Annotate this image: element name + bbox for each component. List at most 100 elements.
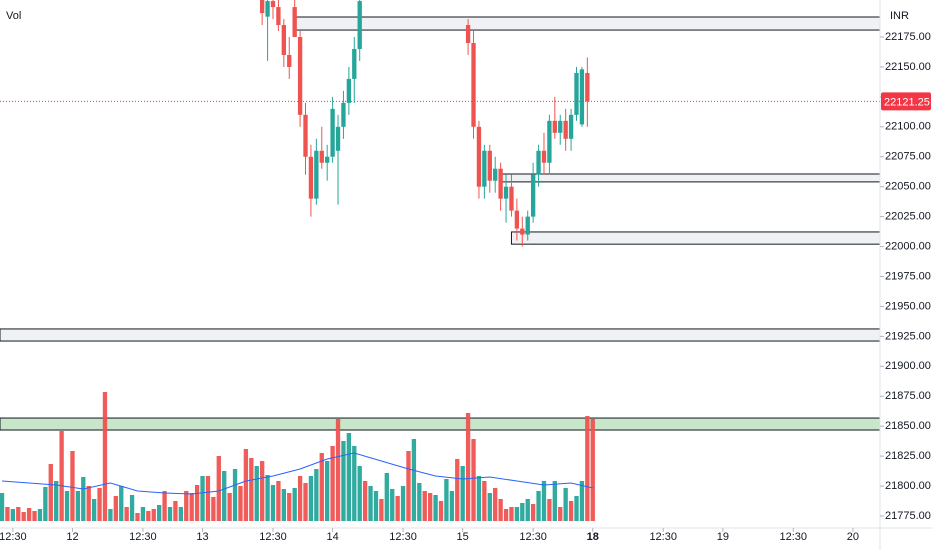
volume-bar [243,449,249,521]
candle-body [465,25,471,43]
volume-bar [390,489,395,521]
zone [0,417,880,431]
y-tick-label: 21800.00 [885,480,931,492]
y-tick-label: 22025.00 [885,211,931,223]
candle-body [308,156,314,199]
volume-bar [335,419,341,521]
candle-body [303,114,308,157]
volume-title: Vol [6,10,21,22]
y-tick-label: 21775.00 [885,510,931,522]
candle-body [352,48,357,79]
volume-bar [124,507,129,521]
volume-bar [86,486,91,521]
volume-bar [135,513,140,521]
volume-bar [59,431,64,521]
volume-bar [547,499,552,521]
plot-area [0,0,880,521]
candle-body [520,228,525,235]
x-tick-label: 12:30 [259,531,287,543]
candle-body [341,102,346,127]
x-tick-label: 12:30 [519,531,547,543]
volume-bar [590,419,595,521]
volume-bar [249,458,254,521]
volume-bar [97,488,102,521]
volume-bar [91,499,97,521]
y-tick-label: 22050.00 [885,181,931,193]
volume-bar [493,488,498,521]
volume-bar [465,413,471,521]
candle-body [514,210,520,229]
volume-bar [330,446,335,521]
y-tick-label: 21850.00 [885,420,931,432]
candle-body [568,114,574,139]
x-tick-label: 13 [196,531,208,543]
candle-body [281,25,286,55]
volume-bar [509,507,514,521]
candle-body [287,54,292,67]
volume-bar [411,439,417,521]
volume-bar [254,466,259,521]
candle-body [297,37,303,115]
x-tick-label: 12:30 [780,531,808,543]
volume-bar [157,505,162,521]
y-tick-label: 21825.00 [885,450,931,462]
volume-bar [16,507,21,521]
volume-bar [167,507,173,521]
y-tick-label: 21900.00 [885,360,931,372]
volume-bar [433,495,438,521]
volume-bar [422,491,427,521]
volume-bar [525,499,530,521]
volume-bar [189,493,194,521]
y-tick-label: 21975.00 [885,270,931,282]
volume-bar [200,476,205,521]
volume-bar [303,483,308,521]
volume-bar [530,504,536,521]
volume-bar [178,507,184,521]
candle-body [325,156,330,163]
volume-bar [238,486,243,521]
x-tick-label: 12 [66,531,78,543]
candle-body [563,120,568,139]
candle-body [498,168,503,199]
volume-bar [325,461,330,521]
volume-bar [227,493,232,521]
zone [500,173,880,183]
volume-bar [552,481,557,521]
volume-bar [146,511,151,521]
volume-bar [357,466,362,521]
x-tick-label: 12:30 [129,531,157,543]
volume-bar [265,475,270,521]
volume-bar [5,507,10,521]
candle-body [547,120,552,163]
volume-bar [37,509,43,521]
candle-body [314,150,319,199]
candle-body [487,150,492,181]
candle-body [525,216,530,235]
volume-bar [568,501,574,521]
volume-bar [102,392,108,521]
volume-bar [216,456,221,521]
volume-bar [119,486,124,521]
volume-bar [417,483,422,521]
volume-bar [81,477,86,521]
x-tick-label: 15 [457,531,469,543]
volume-bar [319,453,324,521]
volume-bar [151,509,156,521]
volume-bar [32,511,37,521]
volume-bar [482,481,487,521]
volume-bar [48,464,53,521]
volume-bar [43,487,48,521]
candle-body [270,1,276,8]
zone [0,328,880,342]
x-tick-label: 12:30 [649,531,677,543]
volume-bar [26,508,32,521]
volume-bar [10,509,16,521]
candle-body [292,7,297,38]
volume-bar [585,416,590,521]
volume-bar [444,479,449,521]
y-tick-label: 22075.00 [885,151,931,163]
volume-bar [54,481,59,521]
volume-bar [232,469,238,521]
volume-bar [449,491,455,521]
